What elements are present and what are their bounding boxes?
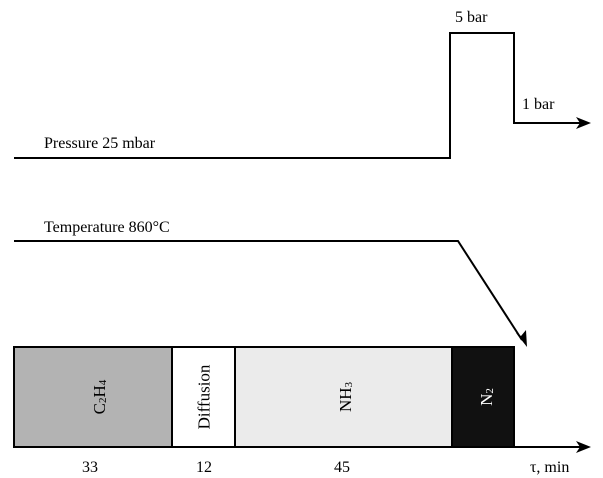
stage-n2-label: N2 <box>477 388 497 406</box>
temperature-profile: Temperature 860°C <box>14 219 527 347</box>
pressure-label: Pressure 25 mbar <box>44 135 156 152</box>
duration-c2h4: 33 <box>82 459 98 476</box>
stage-nh3-label: NH3 <box>336 381 356 412</box>
stage-diffusion-label: Diffusion <box>195 364 214 429</box>
time-axis-label: τ, min <box>530 459 569 476</box>
time-axis: 33 12 45 τ, min <box>14 441 591 476</box>
time-axis-arrowhead <box>576 441 591 453</box>
stage-nh3 <box>234 346 453 448</box>
pressure-profile: Pressure 25 mbar 5 bar 1 bar <box>14 9 591 159</box>
pressure-arrowhead <box>576 117 591 129</box>
pressure-high-label: 5 bar <box>455 9 488 26</box>
temperature-arrowhead <box>516 330 527 347</box>
pressure-final-label: 1 bar <box>522 96 555 113</box>
stage-bar: C2H4 Diffusion NH3 N2 <box>13 346 515 448</box>
temperature-line <box>14 240 523 341</box>
pressure-line <box>14 32 580 159</box>
stage-c2h4-label: C2H4 <box>90 379 110 414</box>
stage-diffusion <box>171 346 236 448</box>
temperature-label: Temperature 860°C <box>44 219 170 236</box>
duration-nh3: 45 <box>334 459 350 476</box>
duration-diffusion: 12 <box>196 459 212 476</box>
stage-c2h4 <box>13 346 173 448</box>
